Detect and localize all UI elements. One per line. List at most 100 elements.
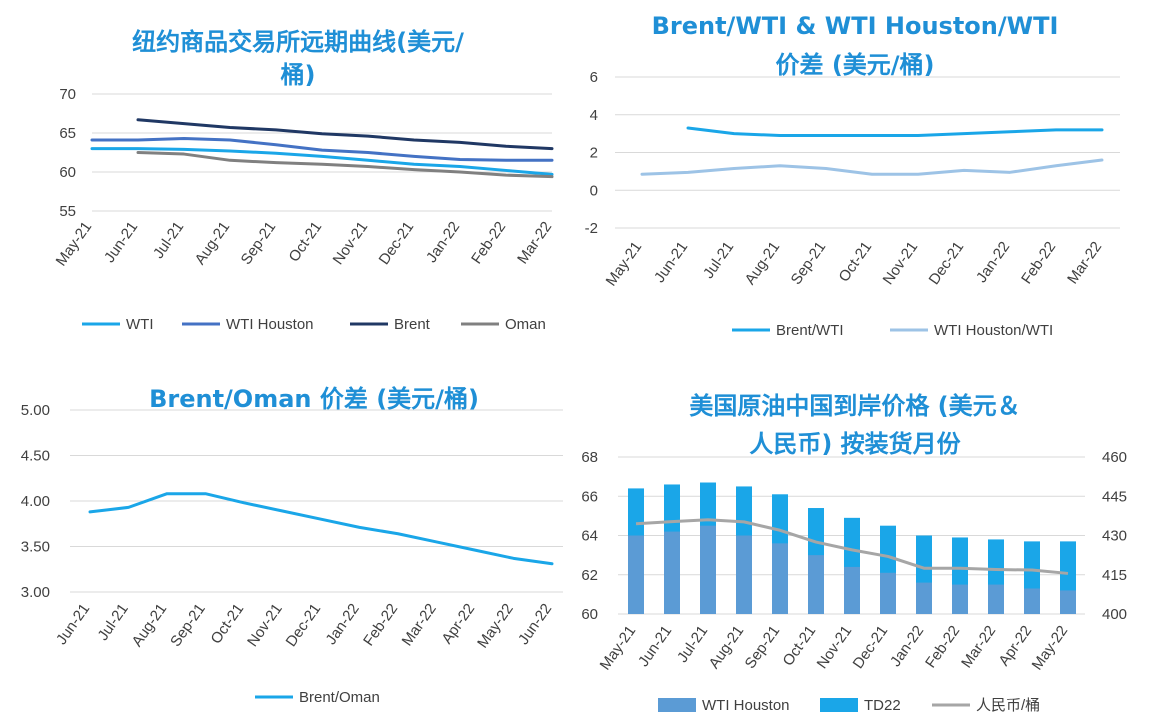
spread-brent-oman-xtick-label: Jun-22 (515, 601, 555, 648)
spread-brent-wti-ytick-label: 2 (590, 145, 598, 162)
us-crude-china-bar-wti-houston (1024, 588, 1040, 614)
forward-curve-xtick-label: Sep-21 (238, 219, 280, 268)
us-crude-china-title-line-1: 美国原油中国到岸价格 (美元＆ (689, 392, 1020, 420)
us-crude-china-bar-wti-houston (628, 535, 644, 614)
spread-brent-wti-ytick-label: -2 (585, 220, 598, 237)
spread-brent-wti-xtick-label: Jul-21 (700, 239, 737, 282)
spread-brent-oman-xtick-label: Jul-21 (94, 601, 131, 644)
us-crude-china-line-rmb (635, 518, 1069, 575)
us-crude-china-bar-wti-houston (808, 555, 824, 614)
us-crude-china-xtick-label: Mar-22 (958, 623, 999, 672)
us-crude-china-legend-label: TD22 (864, 697, 901, 714)
us-crude-china-xtick-label: Jul-21 (674, 623, 711, 666)
spread-brent-oman-ytick-label: 3.50 (21, 539, 50, 556)
spread-brent-oman-ytick-label: 4.00 (21, 493, 50, 510)
us-crude-china-legend-label: WTI Houston (702, 697, 790, 714)
spread-brent-oman-xtick-label: Dec-21 (283, 601, 325, 650)
spread-brent-oman-xtick-label: Jan-22 (323, 601, 363, 648)
us-crude-china-y2tick-label: 460 (1102, 449, 1127, 466)
spread-brent-oman-ytick-label: 5.00 (21, 402, 50, 419)
us-crude-china-xtick-label: Feb-22 (922, 623, 963, 672)
forward-curve-xtick-label: Jan-22 (423, 219, 463, 266)
forward-curve-legend-label: WTI (126, 316, 154, 333)
spread-brent-oman-xtick-label: Sep-21 (167, 601, 209, 650)
forward-curve-xtick-label: Oct-21 (286, 219, 326, 266)
spread-brent-wti-xtick-label: Dec-21 (926, 239, 968, 288)
spread-brent-wti-xtick-label: Aug-21 (742, 239, 784, 288)
spread-brent-oman-xtick-label: Aug-21 (129, 601, 171, 650)
us-crude-china-bar-wti-houston (916, 582, 932, 614)
us-crude-china-legend-swatch (658, 698, 696, 712)
us-crude-china-legend-label: 人民币/桶 (976, 697, 1040, 714)
spread-brent-wti-ytick-label: 6 (590, 69, 598, 86)
spread-brent-wti-series-line-2 (640, 158, 1104, 176)
forward-curve-legend-label: Brent (394, 316, 431, 333)
spread-brent-wti-legend-label: WTI Houston/WTI (934, 322, 1053, 339)
spread-brent-oman-legend-label: Brent/Oman (299, 689, 380, 706)
us-crude-china-xtick-label: May-22 (1029, 623, 1072, 674)
forward-curve-xtick-label: May-21 (53, 219, 96, 270)
us-crude-china-bar-wti-houston (844, 566, 860, 614)
us-crude-china-ytick-label: 66 (581, 488, 598, 505)
us-crude-china-xtick-label: May-21 (597, 623, 640, 674)
spread-brent-wti-title-line-2: 价差 (美元/桶) (775, 51, 934, 79)
us-crude-china-bar-wti-houston (1060, 590, 1076, 614)
forward-curve-xtick-label: Dec-21 (376, 219, 418, 268)
spread-brent-oman-xtick-label: Oct-21 (208, 601, 248, 648)
spread-brent-oman-xtick-label: Jun-21 (53, 601, 93, 648)
forward-curve-series-line-2 (90, 136, 554, 162)
spread-brent-wti-xtick-label: Jun-21 (651, 239, 691, 286)
forward-curve-ytick-label: 60 (59, 164, 76, 181)
us-crude-china-xtick-label: Sep-21 (742, 623, 784, 672)
us-crude-china-bar-wti-houston (664, 531, 680, 614)
forward-curve-series-line-1 (90, 147, 554, 176)
forward-curve-ytick-label: 55 (59, 203, 76, 220)
us-crude-china-xtick-label: Jun-21 (635, 623, 675, 670)
us-crude-china-ytick-label: 68 (581, 449, 598, 466)
us-crude-china-xtick-label: Dec-21 (850, 623, 892, 672)
spread-brent-wti-ytick-label: 4 (590, 107, 598, 124)
spread-brent-oman-xtick-label: Mar-22 (399, 601, 440, 650)
spread-brent-wti-ytick-label: 0 (590, 182, 598, 199)
us-crude-china-ytick-label: 60 (581, 606, 598, 623)
spread-brent-wti-xtick-label: Nov-21 (880, 239, 922, 288)
forward-curve-ytick-label: 65 (59, 125, 76, 142)
spread-brent-wti-xtick-label: Mar-22 (1064, 239, 1105, 288)
us-crude-china-xtick-label: Aug-21 (706, 623, 748, 672)
spread-brent-oman-xtick-label: Nov-21 (244, 601, 286, 650)
us-crude-china-bar-wti-houston (952, 584, 968, 614)
forward-curve-xtick-label: Aug-21 (192, 219, 234, 268)
spread-brent-wti-title-line-1: Brent/WTI & WTI Houston/WTI (652, 12, 1059, 40)
us-crude-china-title-line-2: 人民币) 按装货月份 (749, 430, 961, 458)
spread-brent-wti-xtick-label: Oct-21 (836, 239, 876, 286)
spread-brent-oman-xtick-label: May-22 (474, 601, 517, 652)
spread-brent-wti-xtick-label: May-21 (603, 239, 646, 290)
spread-brent-oman-ytick-label: 3.00 (21, 584, 50, 601)
spread-brent-oman-xtick-label: Apr-22 (439, 601, 479, 648)
forward-curve-ytick-label: 70 (59, 86, 76, 103)
us-crude-china-y2tick-label: 430 (1102, 528, 1127, 545)
us-crude-china-xtick-label: Nov-21 (814, 623, 856, 672)
us-crude-china-bar-wti-houston (988, 584, 1004, 614)
forward-curve-series-line-3 (136, 118, 554, 151)
spread-brent-wti-xtick-label: Sep-21 (788, 239, 830, 288)
spread-brent-wti-legend-label: Brent/WTI (776, 322, 844, 339)
forward-curve-xtick-label: Nov-21 (330, 219, 372, 268)
spread-brent-wti-xtick-label: Feb-22 (1018, 239, 1059, 288)
us-crude-china-legend-swatch (820, 698, 858, 712)
us-crude-china-y2tick-label: 400 (1102, 606, 1127, 623)
us-crude-china-bar-wti-houston (736, 535, 752, 614)
us-crude-china-bar-wti-houston (700, 525, 716, 614)
spread-brent-oman-xtick-label: Feb-22 (360, 601, 401, 650)
spread-brent-wti-xtick-label: Jan-22 (973, 239, 1013, 286)
forward-curve-xtick-label: Mar-22 (514, 219, 555, 268)
forward-curve-series-line-4 (136, 151, 554, 179)
us-crude-china-xtick-label: Jan-22 (887, 623, 927, 670)
spread-brent-wti-series-line-1 (686, 126, 1104, 138)
forward-curve-legend-label: WTI Houston (226, 316, 314, 333)
forward-curve-xtick-label: Jul-21 (150, 219, 187, 262)
forward-curve-title-line-2: 桶) (281, 61, 316, 89)
us-crude-china-ytick-label: 62 (581, 567, 598, 584)
us-crude-china-y2tick-label: 445 (1102, 488, 1127, 505)
